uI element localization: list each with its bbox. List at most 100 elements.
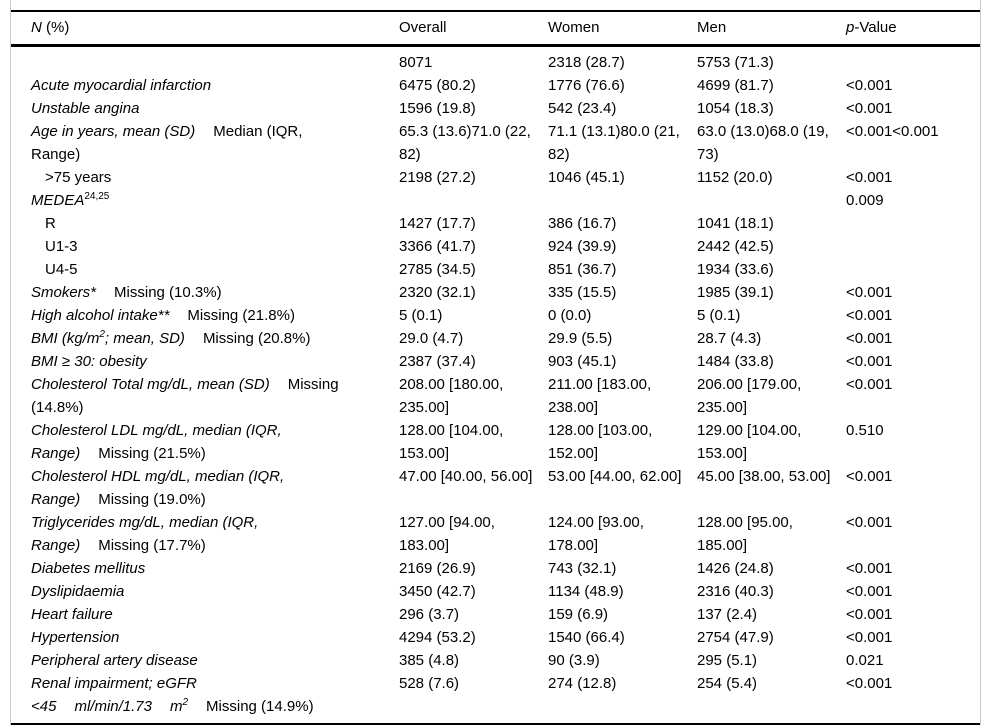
cell-p-value: 0.510 [846, 422, 884, 439]
cell-variable-label: Smokers* Missing (10.3%) [11, 281, 399, 304]
cell-overall: 2785 (34.5) [399, 261, 476, 278]
table-row: R 1427 (17.7) 386 (16.7) 1041 (18.1) [11, 212, 980, 235]
cell-variable-label: Acute myocardial infarction [11, 74, 399, 97]
label-segment: (14.8%) [31, 399, 84, 416]
cell-variable-label: Cholesterol Total mg/dL, mean (SD) Missin… [11, 373, 399, 419]
table-row: High alcohol intake** Missing (21.8%) 5 (0… [11, 304, 980, 327]
label-segment: p [846, 19, 855, 36]
cell-p-value: 0.009 [846, 192, 884, 209]
cell-men: 45.00 [38.00, 53.00] [697, 468, 831, 485]
cell-p-value: <0.001 [846, 376, 893, 393]
cell-men: 2754 (47.9) [697, 629, 774, 646]
table-row: >75 years 2198 (27.2) 1046 (45.1) 1152 (20.… [11, 166, 980, 189]
cell-overall: 2169 (26.9) [399, 560, 476, 577]
table-row: Peripheral artery disease 385 (4.8) 90 (3.… [11, 649, 980, 672]
label-segment: Hypertension [31, 629, 120, 646]
label-segment: Missing (10.3%) [114, 284, 222, 301]
cell-women: 851 (36.7) [548, 261, 617, 278]
cell-women: 53.00 [44.00, 62.00] [548, 468, 682, 485]
cell-women: 274 (12.8) [548, 675, 617, 692]
cell-variable-label: Diabetes mellitus [11, 557, 399, 580]
table-row: MEDEA24,25 0.009 [11, 189, 980, 212]
cell-overall [399, 189, 548, 212]
label-segment: Overall [399, 19, 447, 36]
cell-men: 5753 (71.3) [697, 54, 774, 71]
label-segment: 24,25 [84, 191, 110, 202]
cell-p-value: <0.001 [846, 560, 893, 577]
cell-overall: 47.00 [40.00, 56.00] [399, 468, 533, 485]
cell-overall: 3450 (42.7) [399, 583, 476, 600]
cell-men: 1152 (20.0) [697, 169, 773, 186]
cell-overall: 65.3 (13.6)71.0 (22, 82) [399, 123, 531, 163]
cell-women: 29.9 (5.5) [548, 330, 613, 347]
label-segment: 2 [99, 329, 105, 340]
cell-overall: 29.0 (4.7) [399, 330, 464, 347]
cell-variable-label: >75 years [11, 166, 399, 189]
cell-men: 63.0 (13.0)68.0 (19, 73) [697, 123, 829, 163]
cell-p-value: <0.001 [846, 629, 893, 646]
cell-overall: 528 (7.6) [399, 675, 460, 692]
label-segment: Smokers* [31, 284, 97, 301]
cell-p-value: <0.001 [846, 100, 893, 117]
label-segment: U4-5 [45, 261, 78, 278]
label-segment: Men [697, 19, 727, 36]
cell-overall: 385 (4.8) [399, 652, 460, 669]
cell-overall: 296 (3.7) [399, 606, 460, 623]
label-segment: Median (IQR, [213, 123, 303, 140]
cell-men: 1041 (18.1) [697, 215, 774, 232]
cell-women [548, 189, 697, 212]
cell-variable-label: BMI ≥ 30: obesity [11, 350, 399, 373]
cell-variable-label: BMI (kg/m2; mean, SD) Missing (20.8%) [11, 327, 399, 350]
label-segment: Diabetes mellitus [31, 560, 146, 577]
label-segment: <45 [31, 698, 57, 715]
cell-variable-label: High alcohol intake** Missing (21.8%) [11, 304, 399, 327]
label-segment: Range) [31, 445, 81, 462]
table-row: Cholesterol Total mg/dL, mean (SD) Missin… [11, 373, 980, 419]
col-header-overall: Overall [399, 11, 548, 47]
cell-variable-label: Triglycerides mg/dL, median (IQR, Range) M… [11, 511, 399, 557]
cell-p-value: <0.001 [846, 583, 893, 600]
cell-p-value: <0.001<0.001 [846, 123, 939, 140]
cell-variable-label: U4-5 [11, 258, 399, 281]
table-row: Dyslipidaemia 3450 (42.7) 1134 (48.9) 2316 … [11, 580, 980, 603]
cell-p-value: <0.001 [846, 307, 893, 324]
cell-women: 1134 (48.9) [548, 583, 624, 600]
label-segment: Triglycerides mg/dL, median (IQR, [31, 514, 259, 531]
col-header-n-pct: N (%) [11, 11, 399, 47]
cell-women: 903 (45.1) [548, 353, 617, 370]
label-segment: Missing (19.0%) [98, 491, 206, 508]
label-segment: Missing [287, 376, 339, 393]
cell-women: 924 (39.9) [548, 238, 617, 255]
label-segment: Women [548, 19, 600, 36]
label-segment: -Value [854, 19, 897, 36]
table-row: U4-5 2785 (34.5) 851 (36.7) 1934 (33.6) [11, 258, 980, 281]
cell-men: 206.00 [179.00, 235.00] [697, 376, 802, 416]
table-row: Age in years, mean (SD) Median (IQR, Range… [11, 120, 980, 166]
label-segment: U1-3 [45, 238, 78, 255]
label-segment: BMI ≥ 30: obesity [31, 353, 147, 370]
cell-overall: 1596 (19.8) [399, 100, 476, 117]
label-segment: Heart failure [31, 606, 113, 623]
label-segment: ; mean, SD) [104, 330, 185, 347]
cell-variable-label [11, 46, 399, 75]
cell-p-value: 0.021 [846, 652, 884, 669]
cell-women: 90 (3.9) [548, 652, 600, 669]
cell-p-value: <0.001 [846, 514, 893, 531]
cell-men: 28.7 (4.3) [697, 330, 762, 347]
label-segment: 2 [182, 697, 189, 708]
cell-men: 1484 (33.8) [697, 353, 774, 370]
cell-women: 128.00 [103.00, 152.00] [548, 422, 653, 462]
cell-women: 159 (6.9) [548, 606, 609, 623]
label-segment: Missing (21.8%) [187, 307, 295, 324]
cell-p-value [846, 46, 980, 75]
label-segment: Unstable angina [31, 100, 140, 117]
table-row: Smokers* Missing (10.3%) 2320 (32.1) 335 (1… [11, 281, 980, 304]
cell-variable-label: Renal impairment; eGFR <45 ml/min/1.73 m2 Mi… [11, 672, 399, 724]
label-segment: m [169, 698, 183, 715]
label-segment: Peripheral artery disease [31, 652, 198, 669]
cell-women: 386 (16.7) [548, 215, 617, 232]
table-row: Diabetes mellitus 2169 (26.9) 743 (32.1) 14… [11, 557, 980, 580]
label-segment: Dyslipidaemia [31, 583, 125, 600]
cell-women: 335 (15.5) [548, 284, 617, 301]
table-row: Cholesterol LDL mg/dL, median (IQR, Range… [11, 419, 980, 465]
